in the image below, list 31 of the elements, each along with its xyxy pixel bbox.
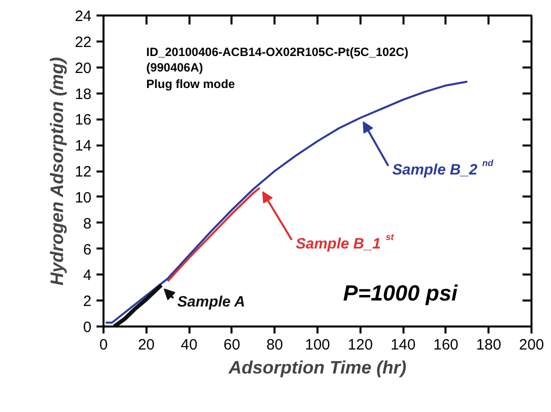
x-tick-label: 160 bbox=[433, 336, 458, 354]
x-tick-label: 20 bbox=[138, 336, 155, 354]
y-tick-label: 10 bbox=[74, 189, 92, 206]
x-tick-label: 120 bbox=[348, 336, 373, 354]
y-axis-title: Hydrogen Adsorption (mg) bbox=[46, 57, 67, 286]
y-tick-label: 8 bbox=[83, 215, 92, 232]
y-tick-label: 16 bbox=[74, 112, 92, 129]
legend-label: Sample A bbox=[177, 294, 246, 311]
x-tick-label: 100 bbox=[304, 336, 330, 354]
annotation: P=1000 psi bbox=[343, 280, 458, 306]
x-tick-label: 60 bbox=[224, 336, 240, 354]
x-tick-label: 180 bbox=[476, 336, 502, 354]
y-tick-label: 4 bbox=[83, 267, 92, 284]
y-tick-label: 14 bbox=[74, 138, 92, 155]
y-tick-label: 22 bbox=[74, 34, 92, 51]
y-tick-label: 0 bbox=[83, 319, 92, 336]
x-tick-label: 200 bbox=[518, 336, 544, 354]
x-tick-label: 40 bbox=[180, 336, 198, 354]
x-tick-label: 0 bbox=[99, 336, 108, 354]
y-tick-label: 6 bbox=[83, 241, 92, 258]
y-tick-label: 12 bbox=[74, 164, 92, 180]
annotation: ID_20100406-ACB14-OX02R105C-Pt(5C_102C) bbox=[146, 44, 408, 59]
y-tick-label: 20 bbox=[74, 60, 92, 77]
y-tick-label: 24 bbox=[74, 8, 92, 25]
annotation: Plug flow mode bbox=[146, 77, 236, 92]
x-tick-label: 140 bbox=[390, 336, 416, 354]
y-tick-label: 2 bbox=[83, 293, 92, 310]
x-tick-label: 80 bbox=[266, 336, 284, 354]
annotation: (990406A) bbox=[146, 60, 204, 74]
x-axis-title: Adsorption Time (hr) bbox=[228, 358, 406, 378]
y-tick-label: 18 bbox=[74, 86, 92, 103]
